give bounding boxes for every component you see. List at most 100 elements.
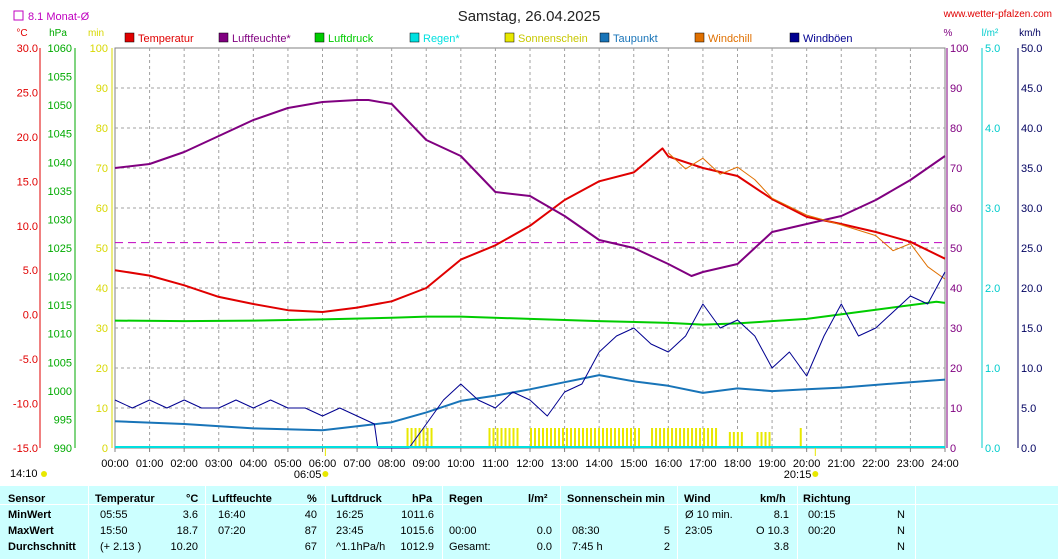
sun-axis-tick-label: 80 bbox=[96, 123, 108, 135]
grid bbox=[114, 47, 946, 449]
sunshine-bar bbox=[538, 428, 540, 448]
table-cell-dir-val: N bbox=[897, 541, 905, 553]
table-cell-sun-val: 5 bbox=[663, 525, 670, 537]
x-tick-label: 16:00 bbox=[655, 458, 683, 470]
sunshine-bar bbox=[614, 428, 616, 448]
x-tick-label: 18:00 bbox=[724, 458, 752, 470]
sunshine-bar bbox=[671, 428, 674, 448]
rain-axis-tick-label: 5.0 bbox=[985, 43, 1000, 55]
sunshine-bar bbox=[546, 428, 548, 448]
header-direction: Richtung bbox=[803, 493, 851, 505]
wind-axis-tick-label: 5.0 bbox=[1021, 403, 1036, 415]
temp-axis-tick-label: 10.0 bbox=[17, 221, 38, 233]
sunshine-bar bbox=[582, 428, 584, 448]
series-windchill bbox=[667, 152, 946, 280]
series-luftfeuchte bbox=[114, 99, 946, 277]
sunshine-bar bbox=[550, 428, 552, 448]
table-cell-dir-time: 00:15 bbox=[808, 509, 836, 521]
temp-axis-tick-label: 30.0 bbox=[17, 43, 38, 55]
header-wind-unit: km/h bbox=[760, 493, 786, 505]
x-tick-label: 09:00 bbox=[412, 458, 440, 470]
sun-axis-tick-label: 50 bbox=[96, 243, 108, 255]
pressure-axis-tick-label: 1025 bbox=[48, 243, 72, 255]
sunshine-bar bbox=[430, 428, 433, 448]
sunshine-bar bbox=[655, 428, 658, 448]
temp-axis-tick-label: -5.0 bbox=[19, 354, 38, 366]
sun-axis-tick-label: 30 bbox=[96, 323, 108, 335]
table-cell-hum-time: 07:20 bbox=[218, 525, 246, 537]
table-cell-rain-time: Gesamt: bbox=[449, 541, 491, 553]
table-cell-hum-val: 67 bbox=[304, 541, 317, 553]
wind-axis-tick-label: 25.0 bbox=[1021, 243, 1042, 255]
x-tick-label: 13:00 bbox=[551, 458, 579, 470]
table-cell-dir-val: N bbox=[897, 525, 905, 537]
rain-axis-unit: l/m² bbox=[982, 28, 999, 39]
temp-axis-tick-label: 20.0 bbox=[17, 132, 38, 144]
legend-label: Luftdruck bbox=[328, 33, 374, 45]
sunshine-bar bbox=[574, 428, 576, 448]
sunshine-bar bbox=[695, 428, 698, 448]
sun-axis-tick-label: 0 bbox=[102, 443, 108, 455]
x-tick-label: 23:00 bbox=[897, 458, 925, 470]
sunshine-bar bbox=[740, 432, 743, 448]
series-windben bbox=[114, 271, 946, 449]
table-cell-wind-val: 8.1 bbox=[773, 509, 789, 521]
pressure-axis-tick-label: 1055 bbox=[48, 72, 72, 84]
legend-label: Sonnenschein bbox=[518, 33, 588, 45]
sunshine-bar bbox=[578, 428, 580, 448]
table-cell-wind-time: Ø 10 min. bbox=[685, 509, 733, 521]
humidity-axis-tick-label: 0 bbox=[950, 443, 956, 455]
pressure-axis-tick-label: 990 bbox=[54, 443, 72, 455]
monthly-avg-box-icon bbox=[13, 10, 24, 21]
axes: 30.0 25.0 20.0 15.0 10.0 5.0 0.0 -5.0 -10.0 -15.0… bbox=[13, 28, 1043, 470]
pressure-axis-tick-label: 1040 bbox=[48, 157, 72, 169]
sun-axis-tick-label: 60 bbox=[96, 203, 108, 215]
sunshine-bar bbox=[626, 428, 628, 448]
humidity-axis-tick-label: 70 bbox=[950, 163, 962, 175]
sunshine-bar bbox=[496, 428, 499, 448]
table-cell-press-time: ^1.1hPa/h bbox=[336, 541, 386, 553]
sunshine-bar bbox=[687, 428, 690, 448]
humidity-axis-tick-label: 60 bbox=[950, 203, 962, 215]
wind-axis-tick-label: 10.0 bbox=[1021, 363, 1042, 375]
legend-label: Regen* bbox=[423, 33, 460, 45]
wind-axis-tick-label: 20.0 bbox=[1021, 283, 1042, 295]
pressure-axis-tick-label: 1000 bbox=[48, 386, 72, 398]
sunshine-bar bbox=[500, 428, 503, 448]
sun-axis-tick-label: 40 bbox=[96, 283, 108, 295]
table-cell-temp-val: 10.20 bbox=[170, 541, 198, 553]
sun-axis-tick-label: 20 bbox=[96, 363, 108, 375]
table-cell-temp-time: 15:50 bbox=[100, 525, 128, 537]
temp-axis-tick-label: 25.0 bbox=[17, 87, 38, 99]
table-cell-label: MinWert bbox=[8, 509, 52, 521]
sunshine-bar bbox=[542, 428, 544, 448]
header-press-unit: hPa bbox=[412, 493, 433, 505]
sunshine-bar bbox=[598, 428, 600, 448]
sunshine-bar bbox=[508, 428, 511, 448]
sunshine-bar bbox=[504, 428, 507, 448]
pressure-axis-tick-label: 1045 bbox=[48, 129, 72, 141]
sunshine-bar bbox=[638, 428, 640, 448]
humidity-axis-unit: % bbox=[944, 28, 953, 39]
pressure-axis-tick-label: 1010 bbox=[48, 329, 72, 341]
humidity-axis-tick-label: 90 bbox=[950, 83, 962, 95]
temp-axis-tick-label: 15.0 bbox=[17, 176, 38, 188]
header-sensor: Sensor bbox=[8, 493, 46, 505]
x-tick-label: 07:00 bbox=[343, 458, 371, 470]
temp-axis-tick-label: 0.0 bbox=[23, 310, 38, 322]
site-url: www.wetter-pfalzen.com bbox=[943, 9, 1052, 20]
table-cell-hum-val: 40 bbox=[304, 509, 317, 521]
series-lines bbox=[114, 99, 946, 449]
x-tick-label: 21:00 bbox=[827, 458, 855, 470]
pressure-axis-unit: hPa bbox=[49, 28, 67, 39]
sunshine-bar bbox=[679, 428, 682, 448]
x-tick-label: 08:00 bbox=[378, 458, 406, 470]
table-cell-press-time: 16:25 bbox=[336, 509, 364, 521]
pressure-axis-tick-label: 995 bbox=[54, 414, 72, 426]
wind-axis-tick-label: 0.0 bbox=[1021, 443, 1036, 455]
table-cell-press-val: 1011.6 bbox=[401, 509, 434, 521]
legend-swatch bbox=[789, 32, 800, 43]
sunshine-bar bbox=[426, 428, 429, 448]
sunshine-bar bbox=[764, 432, 767, 448]
table-cell-temp-time: 05:55 bbox=[100, 509, 128, 521]
